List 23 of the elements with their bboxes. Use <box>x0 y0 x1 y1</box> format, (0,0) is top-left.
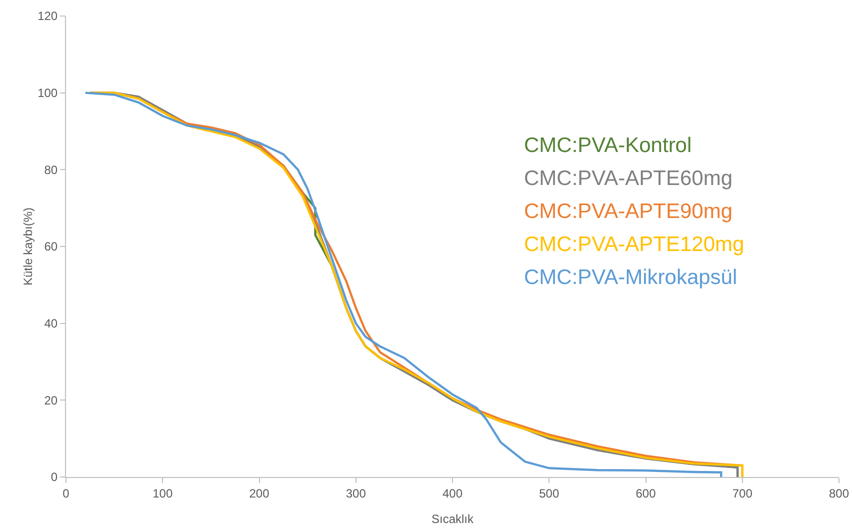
y-tick-label: 20 <box>44 393 58 408</box>
x-tick-label: 600 <box>636 486 656 500</box>
x-tick-label: 700 <box>732 486 753 500</box>
x-tick-label: 400 <box>442 486 463 500</box>
text: CMC:PVA-APTE120mg <box>524 233 744 256</box>
x-tick-label: 800 <box>828 486 850 500</box>
y-tick-label: 40 <box>44 316 58 331</box>
x-tick-label: 300 <box>346 486 366 500</box>
x-tick-label: 500 <box>539 486 560 500</box>
y-tick-label: 80 <box>44 162 58 177</box>
y-tick-label: 60 <box>44 240 58 254</box>
text: CMC:PVA-APTE90mg <box>524 200 732 223</box>
x-axis-title: Sıcaklık <box>431 512 475 526</box>
y-axis-title: Kütle kaybı(%) <box>21 207 35 286</box>
x-tick-label: 100 <box>152 486 173 500</box>
text: CMC:PVA-APTE60mg <box>524 167 732 190</box>
y-tick-label: 120 <box>38 9 58 24</box>
text: CMC:PVA-Kontrol <box>524 134 692 157</box>
x-tick-label: 0 <box>62 486 70 500</box>
text: CMC:PVA-Mikrokapsül <box>524 266 738 289</box>
y-tick-label: 100 <box>38 86 58 100</box>
y-tick-label: 0 <box>50 470 58 484</box>
x-tick-label: 200 <box>249 486 270 500</box>
